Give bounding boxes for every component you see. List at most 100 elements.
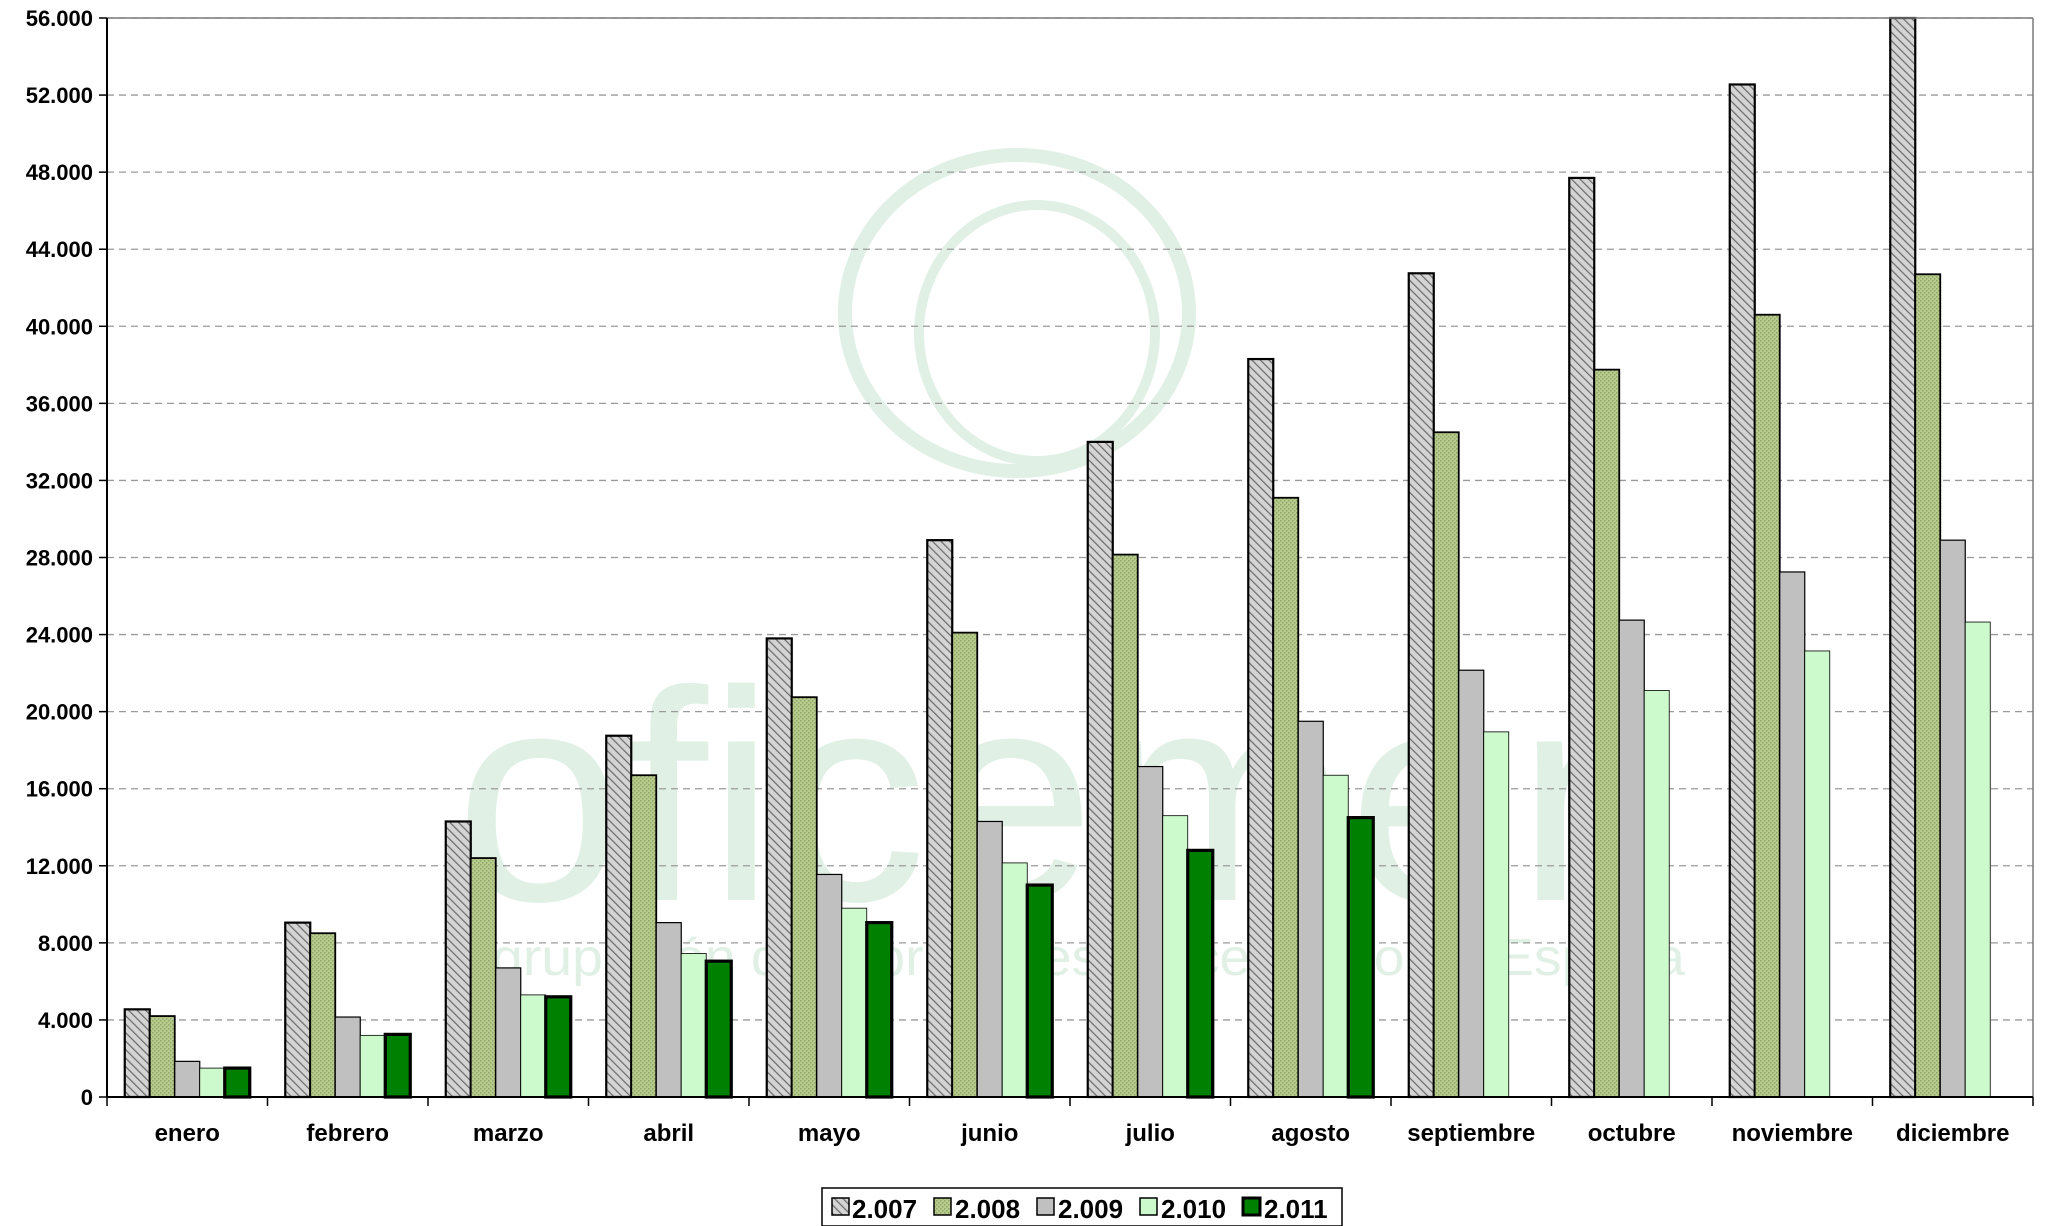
axes (99, 17, 2034, 1106)
y-tick-label: 4.000 (38, 1008, 93, 1033)
bar-2008-diciembre (1914, 273, 1942, 1098)
bar-2011-mayo (865, 921, 894, 1099)
x-tick-label: agosto (1271, 1120, 1350, 1147)
legend-swatch-2007 (831, 1197, 850, 1216)
legend-label-2010: 2.010 (1161, 1194, 1226, 1224)
legend-label-2011: 2.011 (1264, 1194, 1328, 1224)
x-tick-label: julio (1125, 1120, 1175, 1147)
y-axis-labels: 0 4.000 8.000 12.000 16.000 20.000 24.000 28.00… (26, 6, 93, 1110)
bar-2007-agosto (1247, 357, 1275, 1099)
bar-2009-febrero (334, 1016, 361, 1098)
legend-swatch-2009 (1036, 1197, 1055, 1216)
bar-2007-marzo (444, 820, 472, 1099)
bar-2007-octubre (1568, 176, 1596, 1099)
bar-2011-agosto (1346, 816, 1375, 1099)
bar-2007-mayo (765, 637, 793, 1099)
bar-2008-septiembre (1432, 431, 1460, 1098)
bar-2008-enero (148, 1015, 176, 1098)
legend-label-2008: 2.008 (955, 1194, 1020, 1224)
y-tick-label: 32.000 (26, 468, 93, 493)
bar-2009-junio (976, 820, 1003, 1098)
bar-2009-septiembre (1458, 669, 1485, 1098)
bar-2010-julio (1162, 815, 1189, 1098)
bar-2008-febrero (309, 932, 337, 1098)
x-tick-label: abril (643, 1120, 694, 1147)
bar-2010-enero (199, 1067, 226, 1098)
y-tick-label: 36.000 (26, 391, 93, 416)
bar-2009-octubre (1618, 619, 1645, 1098)
legend-item-2010: 2.010 (1139, 1194, 1226, 1224)
bar-2011-febrero (383, 1032, 412, 1099)
bar-2007-febrero (284, 921, 312, 1099)
y-tick-label: 0 (81, 1085, 93, 1110)
x-tick-label: octubre (1588, 1120, 1676, 1147)
bar-2008-agosto (1272, 496, 1300, 1098)
x-tick-label: noviembre (1732, 1120, 1853, 1147)
bar-2008-mayo (790, 696, 818, 1098)
y-tick-label: 56.000 (26, 6, 93, 31)
y-tick-label: 52.000 (26, 83, 93, 108)
legend-item-2011: 2.011 (1241, 1194, 1328, 1224)
bar-2007-noviembre (1728, 83, 1756, 1099)
bar-2010-noviembre (1804, 650, 1831, 1098)
bar-2009-agosto (1297, 720, 1324, 1098)
x-tick-label: marzo (473, 1120, 544, 1147)
bar-2007-abril (605, 734, 633, 1099)
legend-swatch-2010 (1139, 1197, 1158, 1216)
legend-swatch-2008 (933, 1197, 952, 1216)
y-tick-label: 16.000 (26, 777, 93, 802)
y-tick-label: 28.000 (26, 546, 93, 571)
bar-2007-enero (123, 1008, 151, 1099)
x-tick-label: mayo (798, 1120, 861, 1147)
x-tick-label: enero (155, 1120, 220, 1147)
bar-2009-julio (1137, 765, 1164, 1098)
x-tick-label: febrero (306, 1120, 389, 1147)
bar-2010-diciembre (1964, 621, 1991, 1098)
bar-2009-noviembre (1779, 571, 1806, 1098)
bar-2008-abril (630, 774, 658, 1098)
bar-2009-enero (174, 1060, 201, 1098)
legend-item-2007: 2.007 (831, 1194, 917, 1224)
bar-2007-junio (926, 539, 954, 1099)
x-tick-label: septiembre (1407, 1120, 1535, 1147)
legend-item-2009: 2.009 (1036, 1194, 1123, 1224)
y-tick-label: 8.000 (38, 931, 93, 956)
bar-2007-septiembre (1407, 272, 1435, 1099)
bar-2007-diciembre (1889, 16, 1917, 1099)
bar-2009-diciembre (1939, 539, 1966, 1098)
legend-item-2008: 2.008 (933, 1194, 1020, 1224)
bar-2008-octubre (1593, 368, 1621, 1098)
x-tick-label: junio (960, 1120, 1018, 1147)
bar-2010-marzo (520, 994, 547, 1098)
bar-2009-marzo (495, 967, 522, 1098)
bar-2010-abril (680, 953, 707, 1098)
bar-2009-mayo (816, 873, 843, 1098)
bar-2010-octubre (1643, 690, 1670, 1098)
y-tick-label: 24.000 (26, 623, 93, 648)
bar-2007-julio (1086, 440, 1114, 1099)
legend: 2.007 2.008 2.009 2.010 2.011 (821, 1187, 1343, 1226)
logo-swirl-icon (838, 148, 1196, 478)
legend-swatch-2011 (1241, 1196, 1262, 1217)
y-tick-label: 40.000 (26, 314, 93, 339)
bar-2008-marzo (469, 857, 497, 1098)
bar-2008-julio (1111, 553, 1139, 1098)
y-tick-label: 48.000 (26, 160, 93, 185)
y-tick-label: 20.000 (26, 700, 93, 725)
legend-label-2009: 2.009 (1058, 1194, 1123, 1224)
legend-label-2007: 2.007 (852, 1194, 917, 1224)
y-tick-label: 12.000 (26, 854, 93, 879)
x-axis-labels: enero febrero marzo abril mayo junio julio agos… (155, 1120, 2010, 1147)
bar-2011-marzo (544, 995, 573, 1099)
bar-2008-junio (951, 631, 979, 1098)
bar-2010-septiembre (1483, 731, 1510, 1098)
bar-2011-julio (1186, 848, 1215, 1099)
bar-2011-abril (704, 959, 733, 1099)
bar-2008-noviembre (1753, 313, 1781, 1098)
bar-2009-abril (655, 922, 682, 1098)
y-tick-label: 44.000 (26, 237, 93, 262)
bar-2011-junio (1025, 883, 1054, 1099)
bar-2010-febrero (359, 1034, 386, 1098)
x-tick-label: diciembre (1896, 1120, 2009, 1147)
